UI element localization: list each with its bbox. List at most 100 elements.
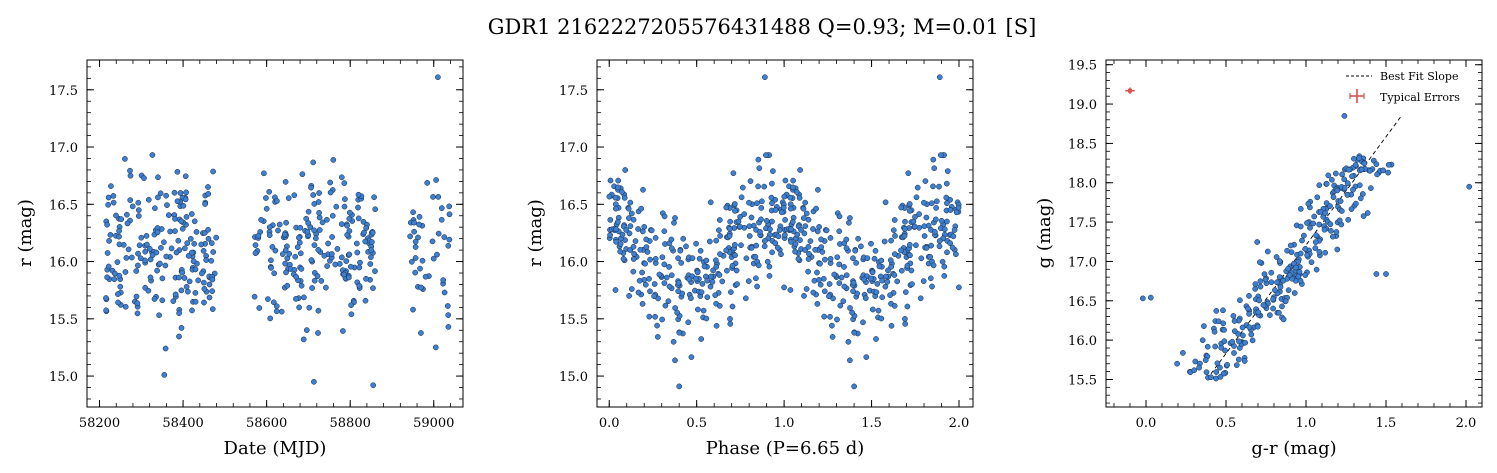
data-point: [344, 222, 350, 229]
data-point: [620, 255, 627, 262]
data-point: [805, 268, 811, 275]
data-point: [315, 246, 322, 253]
data-point: [162, 345, 169, 352]
data-point: [261, 170, 267, 177]
data-point: [183, 214, 190, 220]
data-point: [851, 329, 858, 336]
data-point: [906, 201, 913, 207]
data-point: [627, 223, 634, 229]
data-point: [159, 275, 166, 282]
x-tick-label: 1.0: [774, 416, 795, 431]
data-point: [801, 230, 808, 237]
data-point: [613, 226, 619, 233]
data-point: [300, 336, 307, 343]
data-point: [623, 227, 630, 233]
data-point: [104, 274, 110, 281]
data-point: [1358, 166, 1365, 173]
data-point: [769, 249, 775, 256]
data-point: [668, 245, 675, 252]
data-point: [435, 74, 441, 81]
data-point: [134, 300, 141, 307]
data-point: [694, 269, 701, 276]
data-point: [746, 233, 753, 239]
data-point: [619, 231, 626, 238]
data-point: [124, 211, 130, 218]
data-point: [627, 199, 634, 206]
data-point: [693, 240, 699, 247]
data-point: [685, 319, 692, 326]
data-points: [606, 74, 962, 390]
data-point: [157, 190, 164, 197]
data-point: [278, 308, 285, 315]
data-point: [768, 194, 775, 201]
data-point: [646, 275, 652, 282]
data-point: [410, 306, 416, 313]
data-point: [788, 239, 794, 245]
data-point: [329, 234, 335, 240]
data-point: [622, 167, 629, 173]
data-point: [1212, 343, 1219, 350]
data-point: [208, 240, 215, 246]
data-point: [706, 238, 713, 245]
data-point: [913, 194, 920, 201]
data-point: [716, 217, 723, 223]
data-point: [122, 303, 129, 310]
data-point: [1287, 242, 1294, 249]
data-point: [174, 168, 181, 175]
data-point: [1196, 364, 1202, 371]
data-point: [341, 203, 348, 210]
data-point: [921, 233, 928, 239]
data-point: [110, 199, 117, 206]
data-point: [1282, 298, 1289, 305]
data-point: [200, 247, 207, 254]
data-point: [672, 215, 678, 221]
data-point: [1344, 180, 1351, 187]
data-point: [1305, 200, 1312, 207]
data-point: [316, 209, 322, 216]
data-point: [745, 278, 752, 284]
data-point: [1311, 213, 1318, 220]
data-point: [651, 293, 657, 300]
data-point: [105, 263, 112, 270]
data-point: [800, 205, 807, 212]
data-point: [144, 241, 150, 248]
data-point: [127, 172, 134, 179]
figure-title: GDR1 2162227205576431488 Q=0.93; M=0.01 …: [488, 15, 1037, 39]
data-point: [252, 242, 259, 248]
data-point: [444, 303, 451, 309]
data-point: [1215, 318, 1222, 325]
data-point: [826, 293, 832, 300]
data-point: [797, 167, 803, 173]
data-point: [1256, 297, 1262, 304]
data-point: [178, 218, 185, 225]
data-point: [890, 227, 897, 234]
data-point: [410, 209, 416, 216]
data-point: [1302, 246, 1309, 252]
data-point: [941, 263, 948, 270]
data-point: [180, 202, 187, 209]
data-point: [819, 249, 826, 255]
data-point: [763, 152, 769, 158]
data-point: [637, 246, 644, 253]
data-point: [757, 229, 763, 235]
data-point: [894, 278, 901, 285]
data-point: [812, 246, 819, 253]
x-tick-label: 2.0: [1456, 416, 1477, 431]
data-point: [734, 281, 740, 287]
data-point: [345, 274, 352, 281]
data-point: [291, 192, 298, 199]
data-point: [1385, 169, 1391, 176]
data-point: [1367, 168, 1373, 174]
data-point: [174, 198, 181, 205]
data-point: [790, 177, 796, 184]
data-point: [1322, 210, 1328, 216]
data-point: [412, 255, 419, 261]
data-point: [1332, 170, 1339, 177]
data-point: [417, 265, 423, 272]
data-point: [411, 219, 417, 226]
data-point: [712, 292, 719, 299]
data-point: [1199, 337, 1206, 344]
data-point: [652, 235, 659, 241]
x-tick-label: 0.5: [1216, 416, 1237, 431]
data-point: [920, 278, 927, 284]
